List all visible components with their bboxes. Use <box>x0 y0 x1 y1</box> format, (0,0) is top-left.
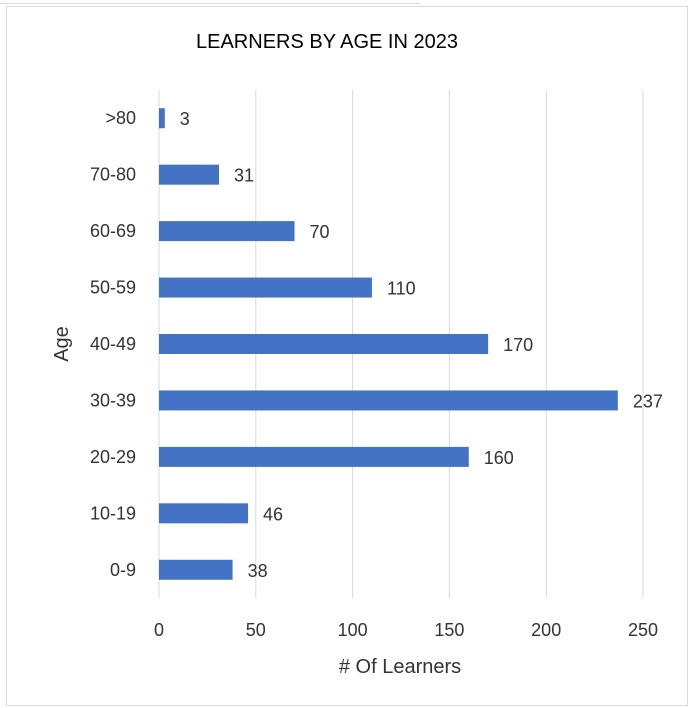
y-tick-0-9: 0-9 <box>110 560 136 580</box>
data-label-20-29: 160 <box>484 448 514 468</box>
x-tick-250: 250 <box>628 620 658 640</box>
y-tick-50-59: 50-59 <box>90 278 136 298</box>
data-label-30-39: 237 <box>633 391 663 411</box>
bar-30-39 <box>159 390 618 410</box>
x-tick-50: 50 <box>246 620 266 640</box>
data-label-50-59: 110 <box>387 279 416 299</box>
bar-40-49 <box>159 334 488 354</box>
y-axis-title: Age <box>51 326 73 362</box>
bar-70-80 <box>159 165 219 185</box>
bar-20-29 <box>159 447 469 467</box>
chart-title: LEARNERS BY AGE IN 2023 <box>196 31 458 53</box>
x-tick-0: 0 <box>154 620 164 640</box>
x-axis-ticks: 0 50 100 150 200 250 <box>154 620 658 640</box>
y-axis-ticks: 0-9 10-19 20-29 30-39 40-49 50-59 60-69 70-80 >8… <box>90 108 136 580</box>
data-label-70-80: 31 <box>234 166 254 186</box>
data-label-10-19: 46 <box>263 504 283 524</box>
y-tick-10-19: 10-19 <box>90 503 136 523</box>
y-tick-60-69: 60-69 <box>90 221 136 241</box>
y-tick-80: >80 <box>105 108 136 128</box>
bar-60-69 <box>159 221 295 241</box>
bars <box>159 108 618 580</box>
data-label-0-9: 38 <box>248 561 268 581</box>
bar-50-59 <box>159 278 372 298</box>
x-tick-100: 100 <box>338 620 368 640</box>
bar-0-9 <box>159 560 233 580</box>
bar-10-19 <box>159 503 248 523</box>
y-tick-30-39: 30-39 <box>90 390 136 410</box>
y-tick-40-49: 40-49 <box>90 334 136 354</box>
data-label-60-69: 70 <box>310 222 330 242</box>
bar-80 <box>159 108 165 128</box>
data-label-80: 3 <box>180 109 190 129</box>
x-tick-150: 150 <box>434 620 464 640</box>
y-tick-70-80: 70-80 <box>90 165 136 185</box>
x-axis-title: # Of Learners <box>339 656 461 678</box>
data-label-40-49: 170 <box>503 335 533 355</box>
x-tick-200: 200 <box>531 620 561 640</box>
y-tick-20-29: 20-29 <box>90 447 136 467</box>
